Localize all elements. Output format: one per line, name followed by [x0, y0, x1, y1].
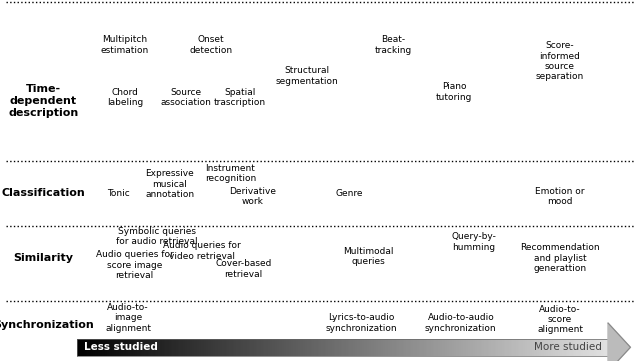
Text: Similarity: Similarity [13, 253, 74, 263]
Text: Cover-based
retrieval: Cover-based retrieval [215, 259, 271, 279]
Text: Onset
detection: Onset detection [189, 35, 233, 55]
Text: Expressive
musical
annotation: Expressive musical annotation [145, 169, 194, 199]
Text: Piano
tutoring: Piano tutoring [436, 82, 472, 102]
Text: Symbolic queries
for audio retrieval: Symbolic queries for audio retrieval [116, 227, 198, 246]
Text: Synchronization: Synchronization [0, 320, 94, 330]
Text: Beat-
tracking: Beat- tracking [375, 35, 412, 55]
Text: Query-by-
humming: Query-by- humming [451, 232, 496, 252]
Text: Audio-to-
score
alignment: Audio-to- score alignment [537, 305, 583, 334]
Text: Derivative
work: Derivative work [229, 187, 276, 206]
Text: Genre: Genre [335, 189, 362, 197]
Text: Multipitch
estimation: Multipitch estimation [100, 35, 149, 55]
Text: Time-
dependent
description: Time- dependent description [8, 84, 79, 118]
Text: More studied: More studied [534, 342, 602, 352]
Text: Score-
informed
source
separation: Score- informed source separation [536, 41, 584, 82]
Text: Emotion or
mood: Emotion or mood [535, 187, 585, 206]
Text: Audio-to-
image
alignment: Audio-to- image alignment [105, 303, 151, 332]
Text: Structural
segmentation: Structural segmentation [276, 66, 339, 86]
Text: Audio-to-audio
synchronization: Audio-to-audio synchronization [425, 313, 497, 333]
Text: Audio queries for
video retrieval: Audio queries for video retrieval [163, 241, 241, 261]
Polygon shape [608, 323, 630, 361]
Text: Source
association: Source association [160, 88, 211, 107]
Text: Audio queries for
score image
retrieval: Audio queries for score image retrieval [95, 251, 173, 280]
Text: Recommendation
and playlist
generattion: Recommendation and playlist generattion [520, 243, 600, 273]
Text: Multimodal
queries: Multimodal queries [343, 247, 393, 266]
Text: Tonic: Tonic [107, 189, 130, 197]
Text: Chord
labeling: Chord labeling [107, 88, 143, 107]
Text: Instrument
recognition: Instrument recognition [205, 164, 256, 183]
Text: Spatial
trascription: Spatial trascription [214, 88, 266, 107]
Text: Classification: Classification [2, 188, 85, 198]
Text: Lyrics-to-audio
synchronization: Lyrics-to-audio synchronization [326, 313, 397, 333]
Text: Less studied: Less studied [84, 342, 158, 352]
